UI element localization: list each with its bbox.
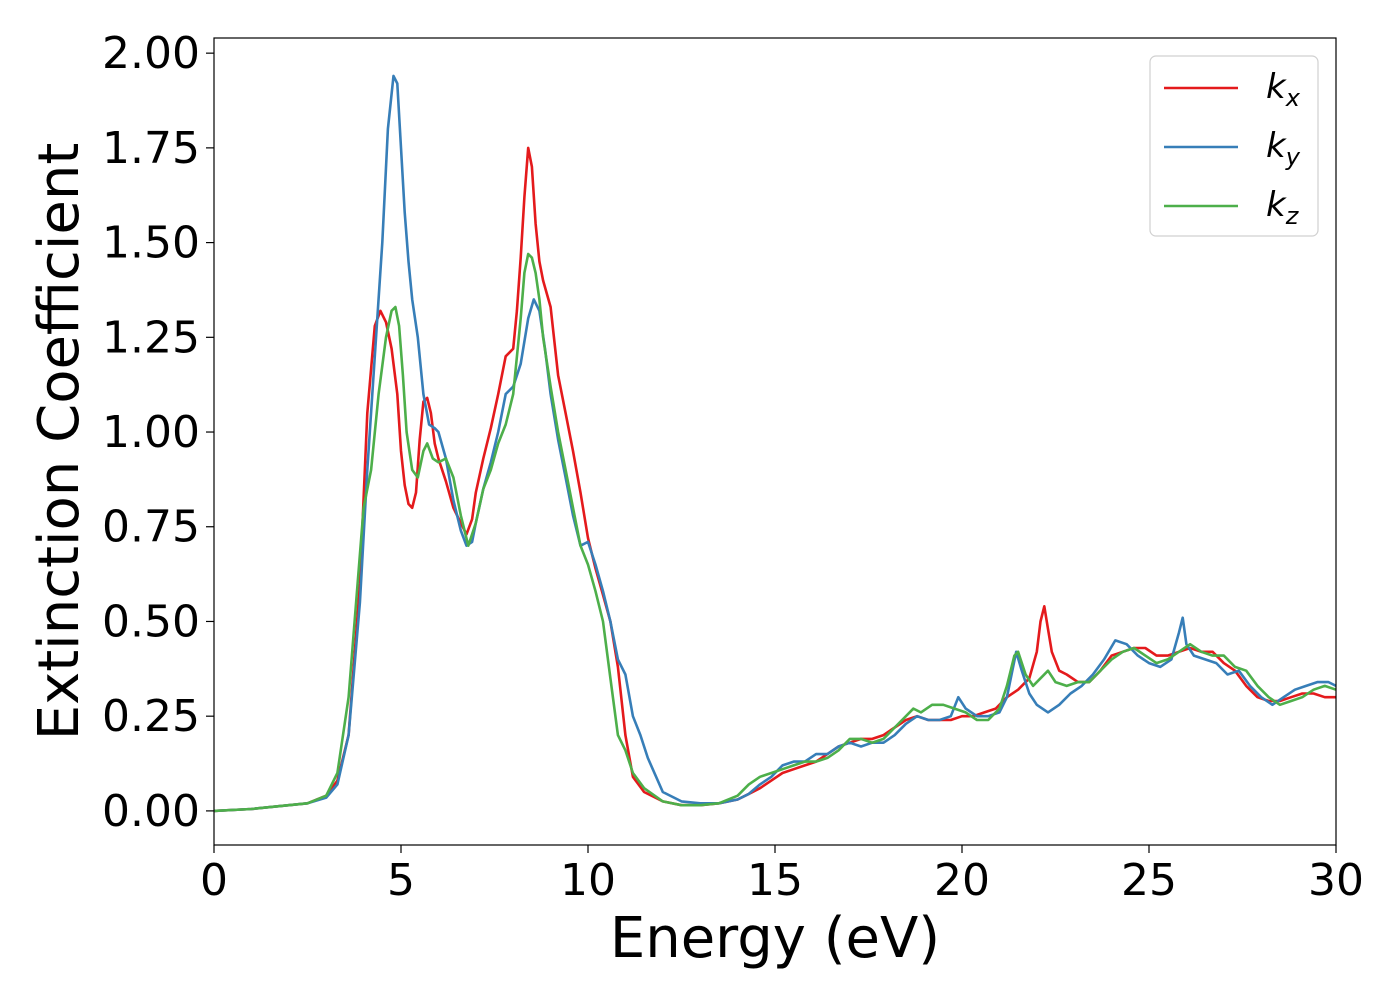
series-line-kz: [214, 254, 1336, 811]
y-tick-label: 0.50: [102, 596, 200, 647]
y-tick-label: 0.25: [102, 691, 200, 742]
y-tick-label: 0.00: [102, 786, 200, 837]
x-axis-ticks: 0 5 10 15 20 25 30: [200, 845, 1364, 906]
y-axis-ticks: 0.00 0.25 0.50 0.75 1.00 1.25 1.50 1.75 2.00: [102, 28, 214, 837]
y-axis-title: Extinction Coefficient: [27, 143, 92, 741]
y-tick-label: 1.00: [102, 407, 200, 458]
y-tick-label: 1.50: [102, 218, 200, 269]
x-tick-label: 15: [747, 855, 803, 906]
x-axis-title: Energy (eV): [610, 906, 940, 971]
x-tick-label: 25: [1121, 855, 1177, 906]
x-tick-label: 10: [560, 855, 616, 906]
y-tick-label: 1.25: [102, 312, 200, 363]
y-tick-label: 2.00: [102, 28, 200, 79]
x-tick-label: 0: [200, 855, 228, 906]
x-tick-label: 20: [934, 855, 990, 906]
y-tick-label: 0.75: [102, 502, 200, 553]
y-tick-label: 1.75: [102, 123, 200, 174]
x-tick-label: 30: [1308, 855, 1364, 906]
x-tick-label: 5: [387, 855, 415, 906]
